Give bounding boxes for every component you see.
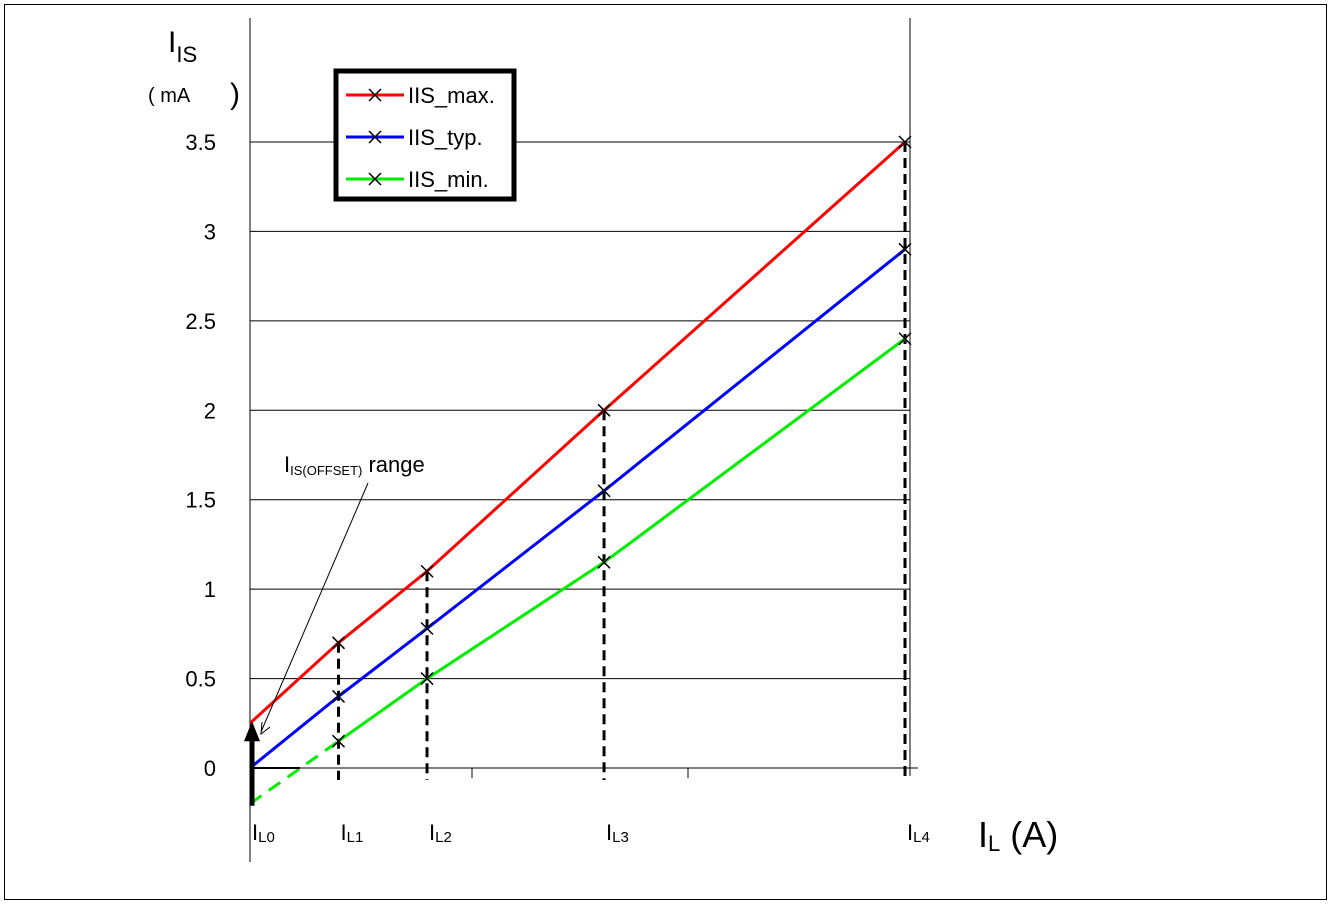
- data-point-1-2: [420, 621, 434, 636]
- chart-frame: [4, 4, 1327, 900]
- point-mark-b: [597, 555, 611, 569]
- y-tick-label-6: 3: [204, 219, 216, 244]
- y-tick-label-3: 1.5: [185, 488, 216, 513]
- data-point-2-1: [420, 672, 434, 686]
- dashed-markers: [337, 142, 907, 780]
- data-point-1-4: [898, 242, 912, 256]
- annotation-pointer-head: [260, 721, 271, 736]
- offset-range-arrow-head: [244, 721, 260, 742]
- y-tick-label-7: 3.5: [185, 130, 216, 155]
- data-point-0-1: [331, 636, 346, 650]
- y-axis-unit-close: ): [230, 78, 240, 111]
- y-axis-unit-open: ( mA: [148, 85, 191, 107]
- legend-label-1: IIS_typ.: [408, 125, 483, 150]
- data-point-1-3: [597, 484, 611, 498]
- x-point-label-2: IL2: [429, 820, 452, 846]
- point-mark-b: [420, 564, 434, 578]
- point-mark-b: [331, 689, 346, 703]
- series-dashed-extension-2: [249, 739, 340, 805]
- offset-annotation: IIS(OFFSET) range: [284, 452, 425, 478]
- point-mark-b: [898, 242, 912, 256]
- point-mark-b: [597, 403, 611, 417]
- point-mark-b: [420, 621, 434, 636]
- series-line-0: [248, 140, 906, 725]
- data-point-2-0: [331, 734, 346, 748]
- point-mark-b: [331, 636, 346, 650]
- point-mark-b: [420, 672, 434, 686]
- data-point-2-2: [597, 555, 611, 569]
- y-tick-label-1: 0.5: [185, 667, 216, 692]
- point-mark-b: [597, 484, 611, 498]
- labels: 0 0.5 1 1.5 2 2.5 3 3.5 IL0 IL1 IL2 IL3 IL4: [185, 130, 929, 846]
- data-point-0-4: [898, 135, 912, 149]
- y-tick-label-2: 1: [204, 577, 216, 602]
- legend-mark-b-1: [368, 130, 382, 144]
- legend-label-2: IIS_min.: [408, 167, 489, 192]
- data-point-0-3: [597, 403, 611, 417]
- legend-mark-b-2: [368, 172, 382, 186]
- y-tick-label-0: 0: [204, 756, 216, 781]
- legend: IIS_max. IIS_typ. IIS_min.: [333, 68, 517, 202]
- annotation-pointer-line: [260, 482, 369, 733]
- x-point-label-1: IL1: [341, 820, 364, 846]
- point-mark-b: [898, 332, 912, 346]
- x-point-label-3: IL3: [606, 820, 629, 846]
- series-lines: [244, 135, 912, 806]
- legend-mark-b-0: [368, 88, 382, 102]
- series-line-2: [337, 337, 906, 743]
- y-tick-label-4: 2: [204, 398, 216, 423]
- point-mark-b: [898, 135, 912, 149]
- data-point-0-2: [420, 564, 434, 578]
- y-axis-title: IIS: [168, 26, 197, 67]
- x-point-label-4: IL4: [907, 820, 930, 846]
- data-point-2-3: [898, 332, 912, 346]
- legend-label-0: IIS_max.: [408, 83, 495, 108]
- data-point-1-1: [331, 689, 346, 703]
- point-mark-b: [331, 734, 346, 748]
- y-tick-label-5: 2.5: [185, 309, 216, 334]
- x-point-label-0: IL0: [252, 820, 275, 846]
- x-axis-title: IL (A): [978, 814, 1058, 856]
- series-line-1: [249, 248, 906, 770]
